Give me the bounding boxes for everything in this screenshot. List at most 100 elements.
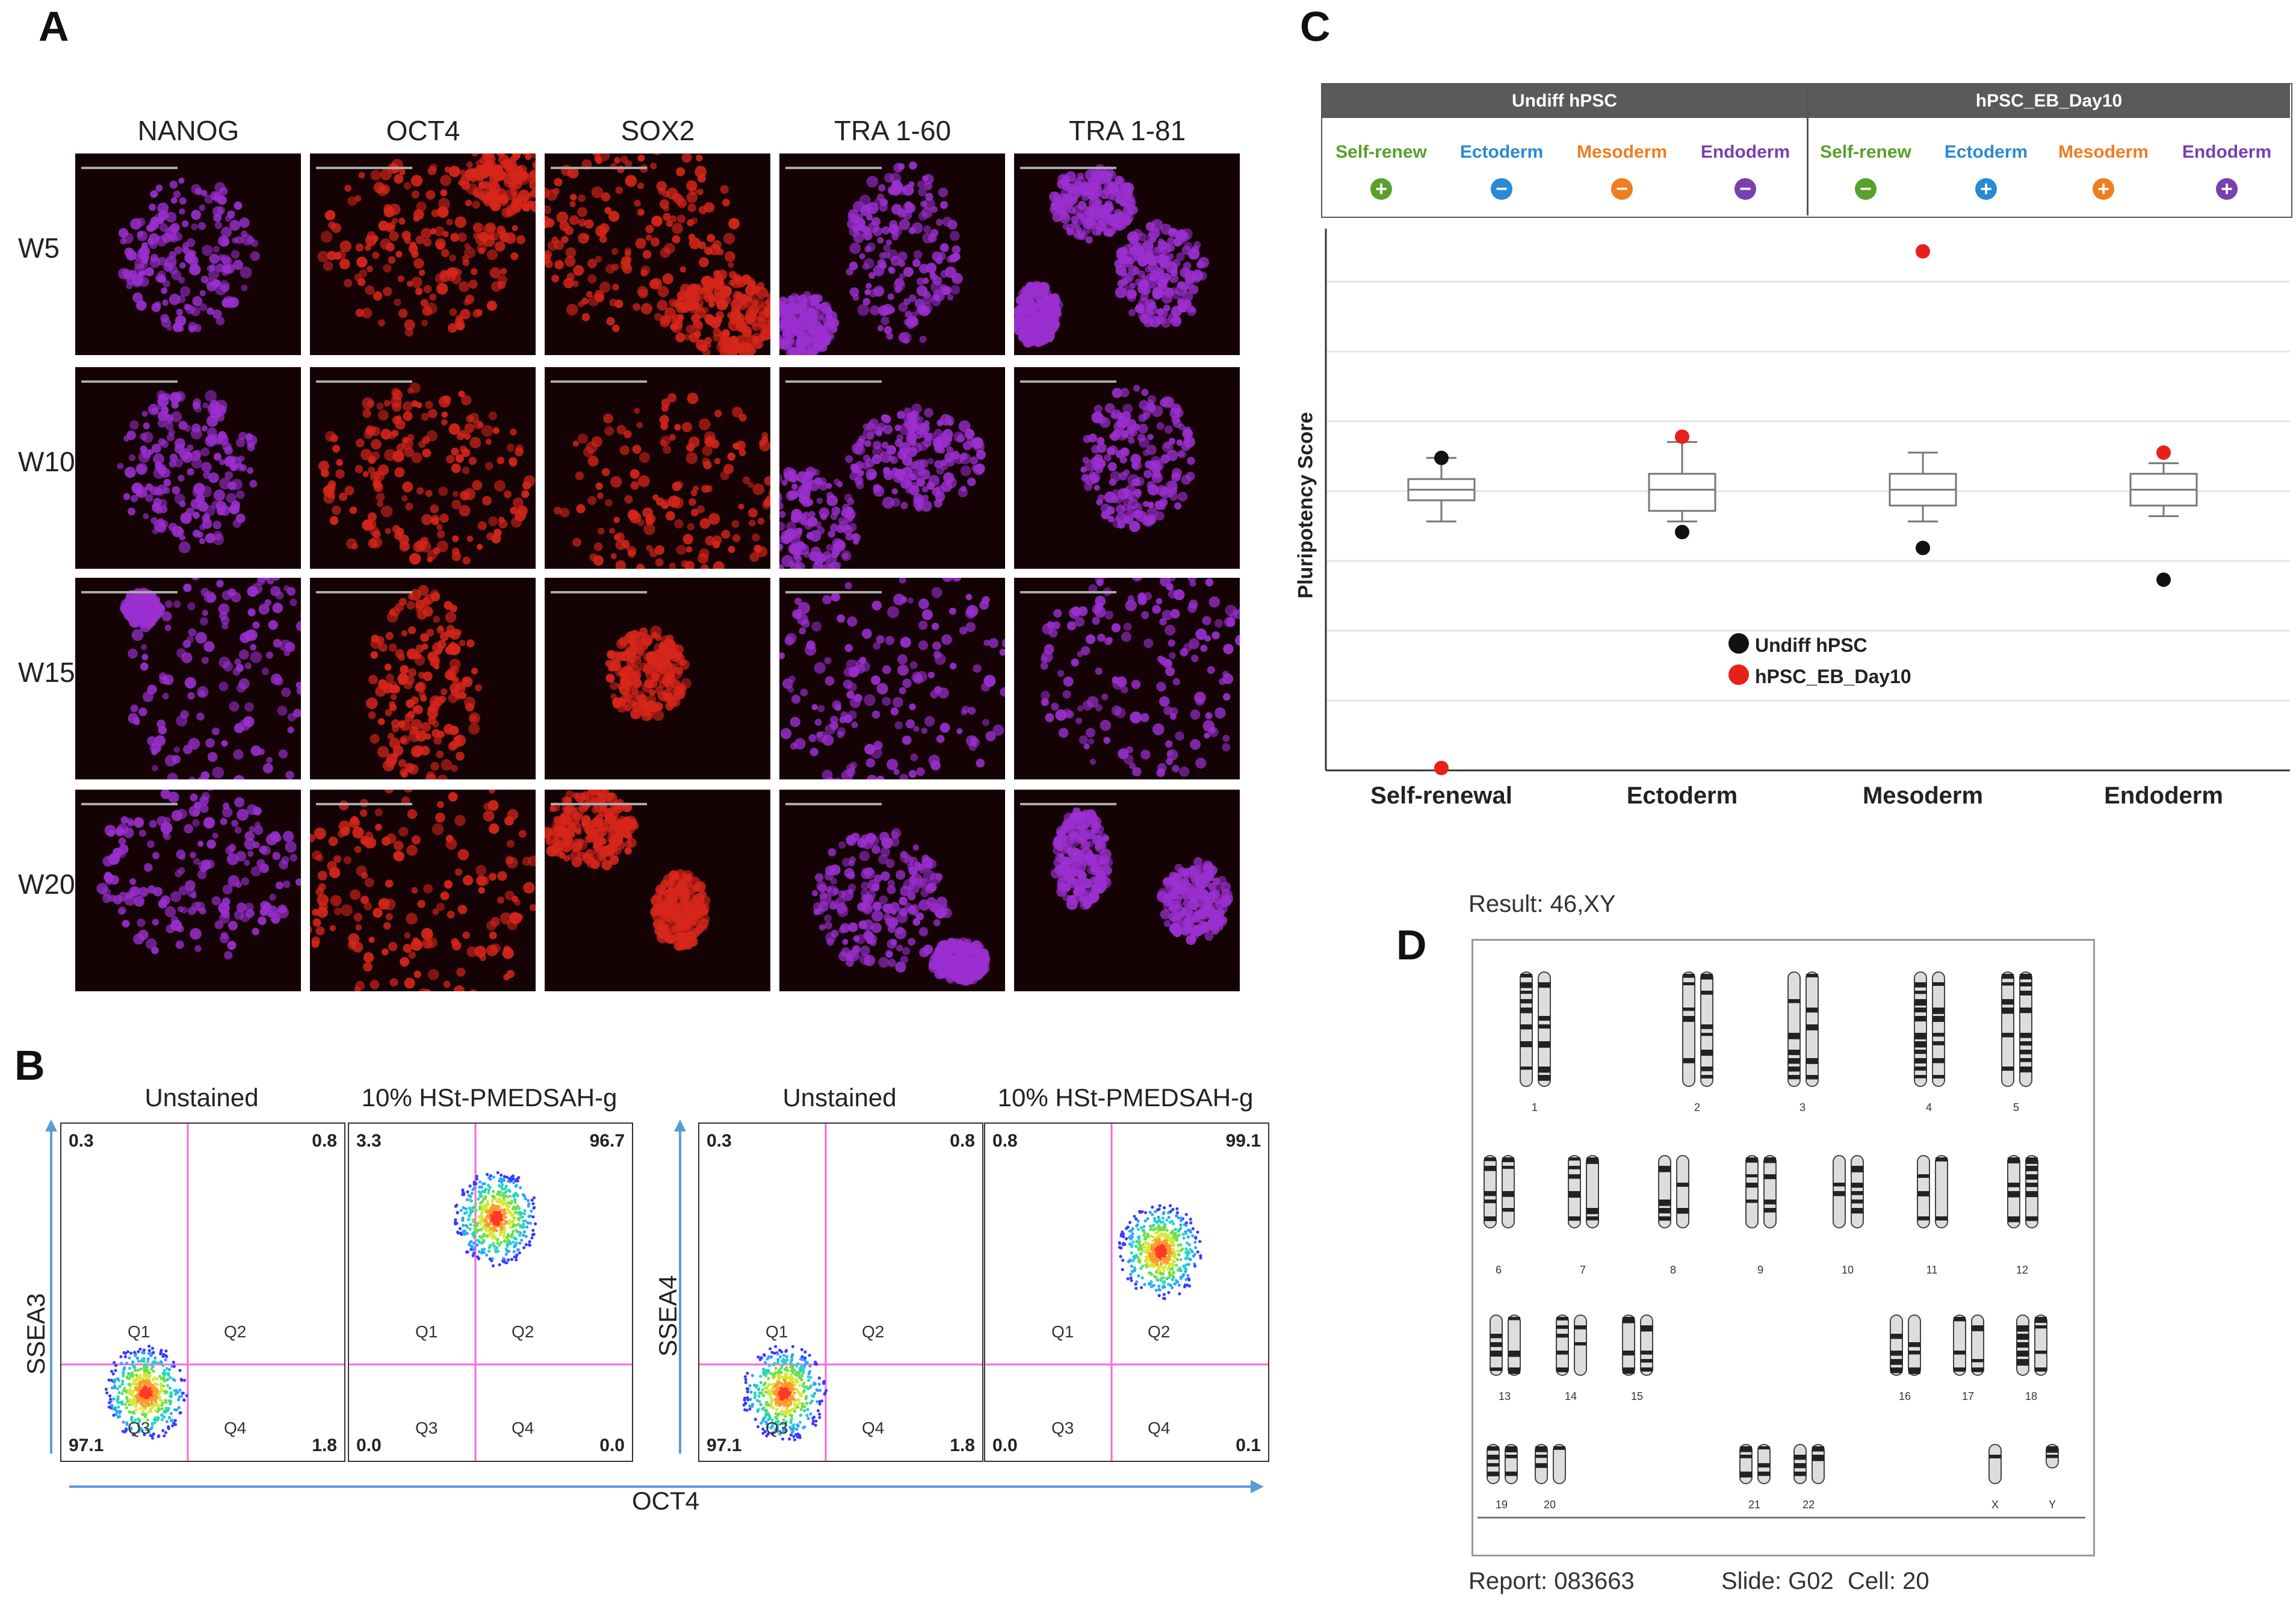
group-header-eb: hPSC_EB_Day10 bbox=[1808, 84, 2290, 118]
chromosome-label-11: 11 bbox=[1926, 1264, 1938, 1276]
week-label-2: W15 bbox=[18, 657, 75, 688]
legend-label-eb: hPSC_EB_Day10 bbox=[1755, 666, 1911, 687]
panel-c-header-box bbox=[1321, 83, 2292, 218]
quadrant-label-q3: Q3 bbox=[1051, 1419, 1074, 1437]
chromosome-pair-14 bbox=[1556, 1314, 1587, 1376]
if-image-w20-4 bbox=[1014, 790, 1240, 991]
chromosome-label-16: 16 bbox=[1898, 1390, 1911, 1402]
if-image-w10-2 bbox=[545, 367, 770, 569]
scale-bar bbox=[785, 591, 882, 593]
category-header-label-4: Self-renew bbox=[1820, 142, 1911, 162]
scale-bar bbox=[81, 803, 178, 805]
quadrant-label-q1: Q1 bbox=[1051, 1322, 1074, 1341]
chromosome-pair-16 bbox=[1890, 1314, 1921, 1376]
scale-bar bbox=[1020, 380, 1116, 383]
if-image-w5-0 bbox=[75, 153, 301, 355]
point-eb-1 bbox=[1675, 429, 1689, 444]
karyotype-result: Result: 46,XY bbox=[1468, 891, 1616, 917]
chromosome-label-9: 9 bbox=[1757, 1264, 1763, 1276]
marker-header-3: TRA 1-60 bbox=[834, 115, 952, 146]
quadrant-label-q2: Q2 bbox=[862, 1322, 885, 1341]
if-image-w15-2 bbox=[545, 578, 770, 779]
chromosome-pair-2 bbox=[1682, 971, 1713, 1087]
quadrant-label-q2: Q2 bbox=[224, 1322, 247, 1341]
quadrant-value-q_bl: 97.1 bbox=[69, 1435, 104, 1455]
marker-header-2: SOX2 bbox=[620, 115, 695, 146]
x-category-1: Ectoderm bbox=[1626, 782, 1738, 809]
point-eb-2 bbox=[1916, 244, 1930, 259]
x-category-2: Mesoderm bbox=[1862, 782, 1984, 809]
if-image-w5-4 bbox=[1014, 153, 1240, 355]
pluripotency-boxplot bbox=[1325, 229, 2290, 775]
chromosome-pair-19 bbox=[1487, 1444, 1518, 1484]
quadrant-label-q1: Q1 bbox=[766, 1322, 788, 1341]
scale-bar bbox=[785, 167, 882, 169]
x-category-0: Self-renewal bbox=[1370, 782, 1512, 809]
chromosome-pair-13 bbox=[1490, 1314, 1521, 1376]
if-image-w15-3 bbox=[779, 578, 1005, 779]
if-image-w5-3 bbox=[779, 153, 1005, 355]
scale-bar bbox=[1020, 167, 1116, 169]
chromosome-label-12: 12 bbox=[2016, 1264, 2029, 1276]
plus-icon: + bbox=[2216, 178, 2238, 200]
if-image-w20-0 bbox=[75, 790, 301, 991]
karyotype-cell: Cell: 20 bbox=[1848, 1568, 1929, 1594]
chromosome-pair-12 bbox=[2007, 1155, 2038, 1228]
karyotype-frame bbox=[1471, 939, 2095, 1556]
chromosome-pair-11 bbox=[1917, 1155, 1948, 1228]
chromosome-label-20: 20 bbox=[1543, 1499, 1556, 1511]
category-header-label-6: Mesoderm bbox=[2058, 142, 2149, 162]
category-header-label-7: Endoderm bbox=[2182, 142, 2272, 162]
scale-bar bbox=[316, 803, 412, 805]
chromosome-pair-8 bbox=[1658, 1155, 1689, 1228]
category-header-label-2: Mesoderm bbox=[1576, 142, 1668, 162]
plus-icon: + bbox=[1975, 178, 1997, 200]
flow-title-3: 10% HSt-PMEDSAH-g bbox=[997, 1083, 1254, 1112]
if-image-w5-1 bbox=[310, 153, 536, 355]
ssea3-axis-arrow bbox=[45, 1119, 57, 1454]
chromosome-pair-20 bbox=[1535, 1444, 1566, 1484]
quadrant-label-q1: Q1 bbox=[415, 1322, 438, 1341]
minus-icon: − bbox=[1491, 178, 1512, 200]
point-undiff-0 bbox=[1434, 450, 1449, 465]
ssea4-axis-arrow bbox=[674, 1119, 686, 1454]
plus-icon: + bbox=[2093, 178, 2114, 200]
if-image-w15-1 bbox=[310, 578, 536, 779]
scale-bar bbox=[785, 380, 882, 383]
marker-header-1: OCT4 bbox=[386, 115, 460, 146]
karyotype-slide: Slide: G02 bbox=[1721, 1568, 1834, 1594]
y-axis-title: Pluripotency Score bbox=[1294, 412, 1317, 599]
quadrant-label-q1: Q1 bbox=[128, 1322, 150, 1341]
quadrant-value-q_bl: 0.0 bbox=[356, 1435, 382, 1455]
chromosome-label-1: 1 bbox=[1531, 1101, 1538, 1113]
quadrant-label-q2: Q2 bbox=[512, 1322, 534, 1341]
quadrant-value-q_bl: 97.1 bbox=[707, 1435, 742, 1455]
category-header-label-3: Endoderm bbox=[1700, 142, 1790, 162]
chromosome-label-18: 18 bbox=[2025, 1390, 2038, 1402]
minus-icon: − bbox=[1855, 178, 1877, 200]
if-image-w10-1 bbox=[310, 367, 536, 569]
quadrant-value-q_br: 0.1 bbox=[1236, 1435, 1261, 1455]
chromosome-pair-7 bbox=[1568, 1155, 1599, 1228]
scale-bar bbox=[316, 591, 412, 593]
chromosome-label-3: 3 bbox=[1799, 1101, 1806, 1113]
chromosome-pair-18 bbox=[2016, 1314, 2047, 1376]
box-2 bbox=[1889, 451, 1957, 522]
week-label-0: W5 bbox=[18, 232, 60, 264]
quadrant-value-q_br: 1.8 bbox=[950, 1435, 975, 1455]
quadrant-label-q3: Q3 bbox=[128, 1419, 150, 1437]
chromosome-label-6: 6 bbox=[1495, 1264, 1502, 1276]
if-image-w5-2 bbox=[545, 153, 770, 355]
chromosome-label-21: 21 bbox=[1748, 1499, 1761, 1511]
scale-bar bbox=[785, 803, 882, 805]
chromosome-pair-3 bbox=[1787, 971, 1819, 1087]
quadrant-label-q4: Q4 bbox=[224, 1419, 247, 1437]
chromosome-label-13: 13 bbox=[1498, 1390, 1511, 1402]
quadrant-label-q3: Q3 bbox=[766, 1419, 788, 1437]
scale-bar bbox=[81, 380, 178, 383]
if-image-w15-0 bbox=[75, 578, 301, 779]
point-eb-0 bbox=[1434, 761, 1449, 775]
chromosome-pair-22 bbox=[1793, 1444, 1825, 1484]
karyotype-report: Report: 083663 bbox=[1468, 1568, 1635, 1594]
box-1 bbox=[1648, 441, 1716, 522]
